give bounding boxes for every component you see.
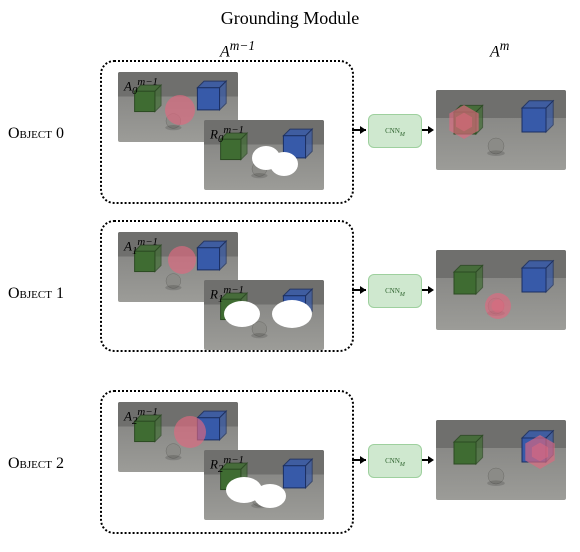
- cnn-block: cnnm: [368, 114, 422, 148]
- a-label: A2m−1: [124, 406, 158, 427]
- row-label: Object 1: [8, 285, 64, 303]
- row-label: Object 0: [8, 125, 64, 143]
- cnn-block: cnnm: [368, 274, 422, 308]
- diagram-canvas: Grounding Module Am−1 Am Object 0 A0m−1R…: [0, 0, 580, 552]
- row-label: Object 2: [8, 455, 64, 473]
- a-label: A0m−1: [124, 76, 158, 97]
- scene-output: [436, 420, 566, 500]
- a-label: A1m−1: [124, 236, 158, 257]
- scene-output: [436, 90, 566, 170]
- diagram-title: Grounding Module: [0, 8, 580, 29]
- r-label: R0m−1: [210, 124, 244, 145]
- cnn-block: cnnm: [368, 444, 422, 478]
- r-label: R2m−1: [210, 454, 244, 475]
- scene-output: [436, 250, 566, 330]
- r-label: R1m−1: [210, 284, 244, 305]
